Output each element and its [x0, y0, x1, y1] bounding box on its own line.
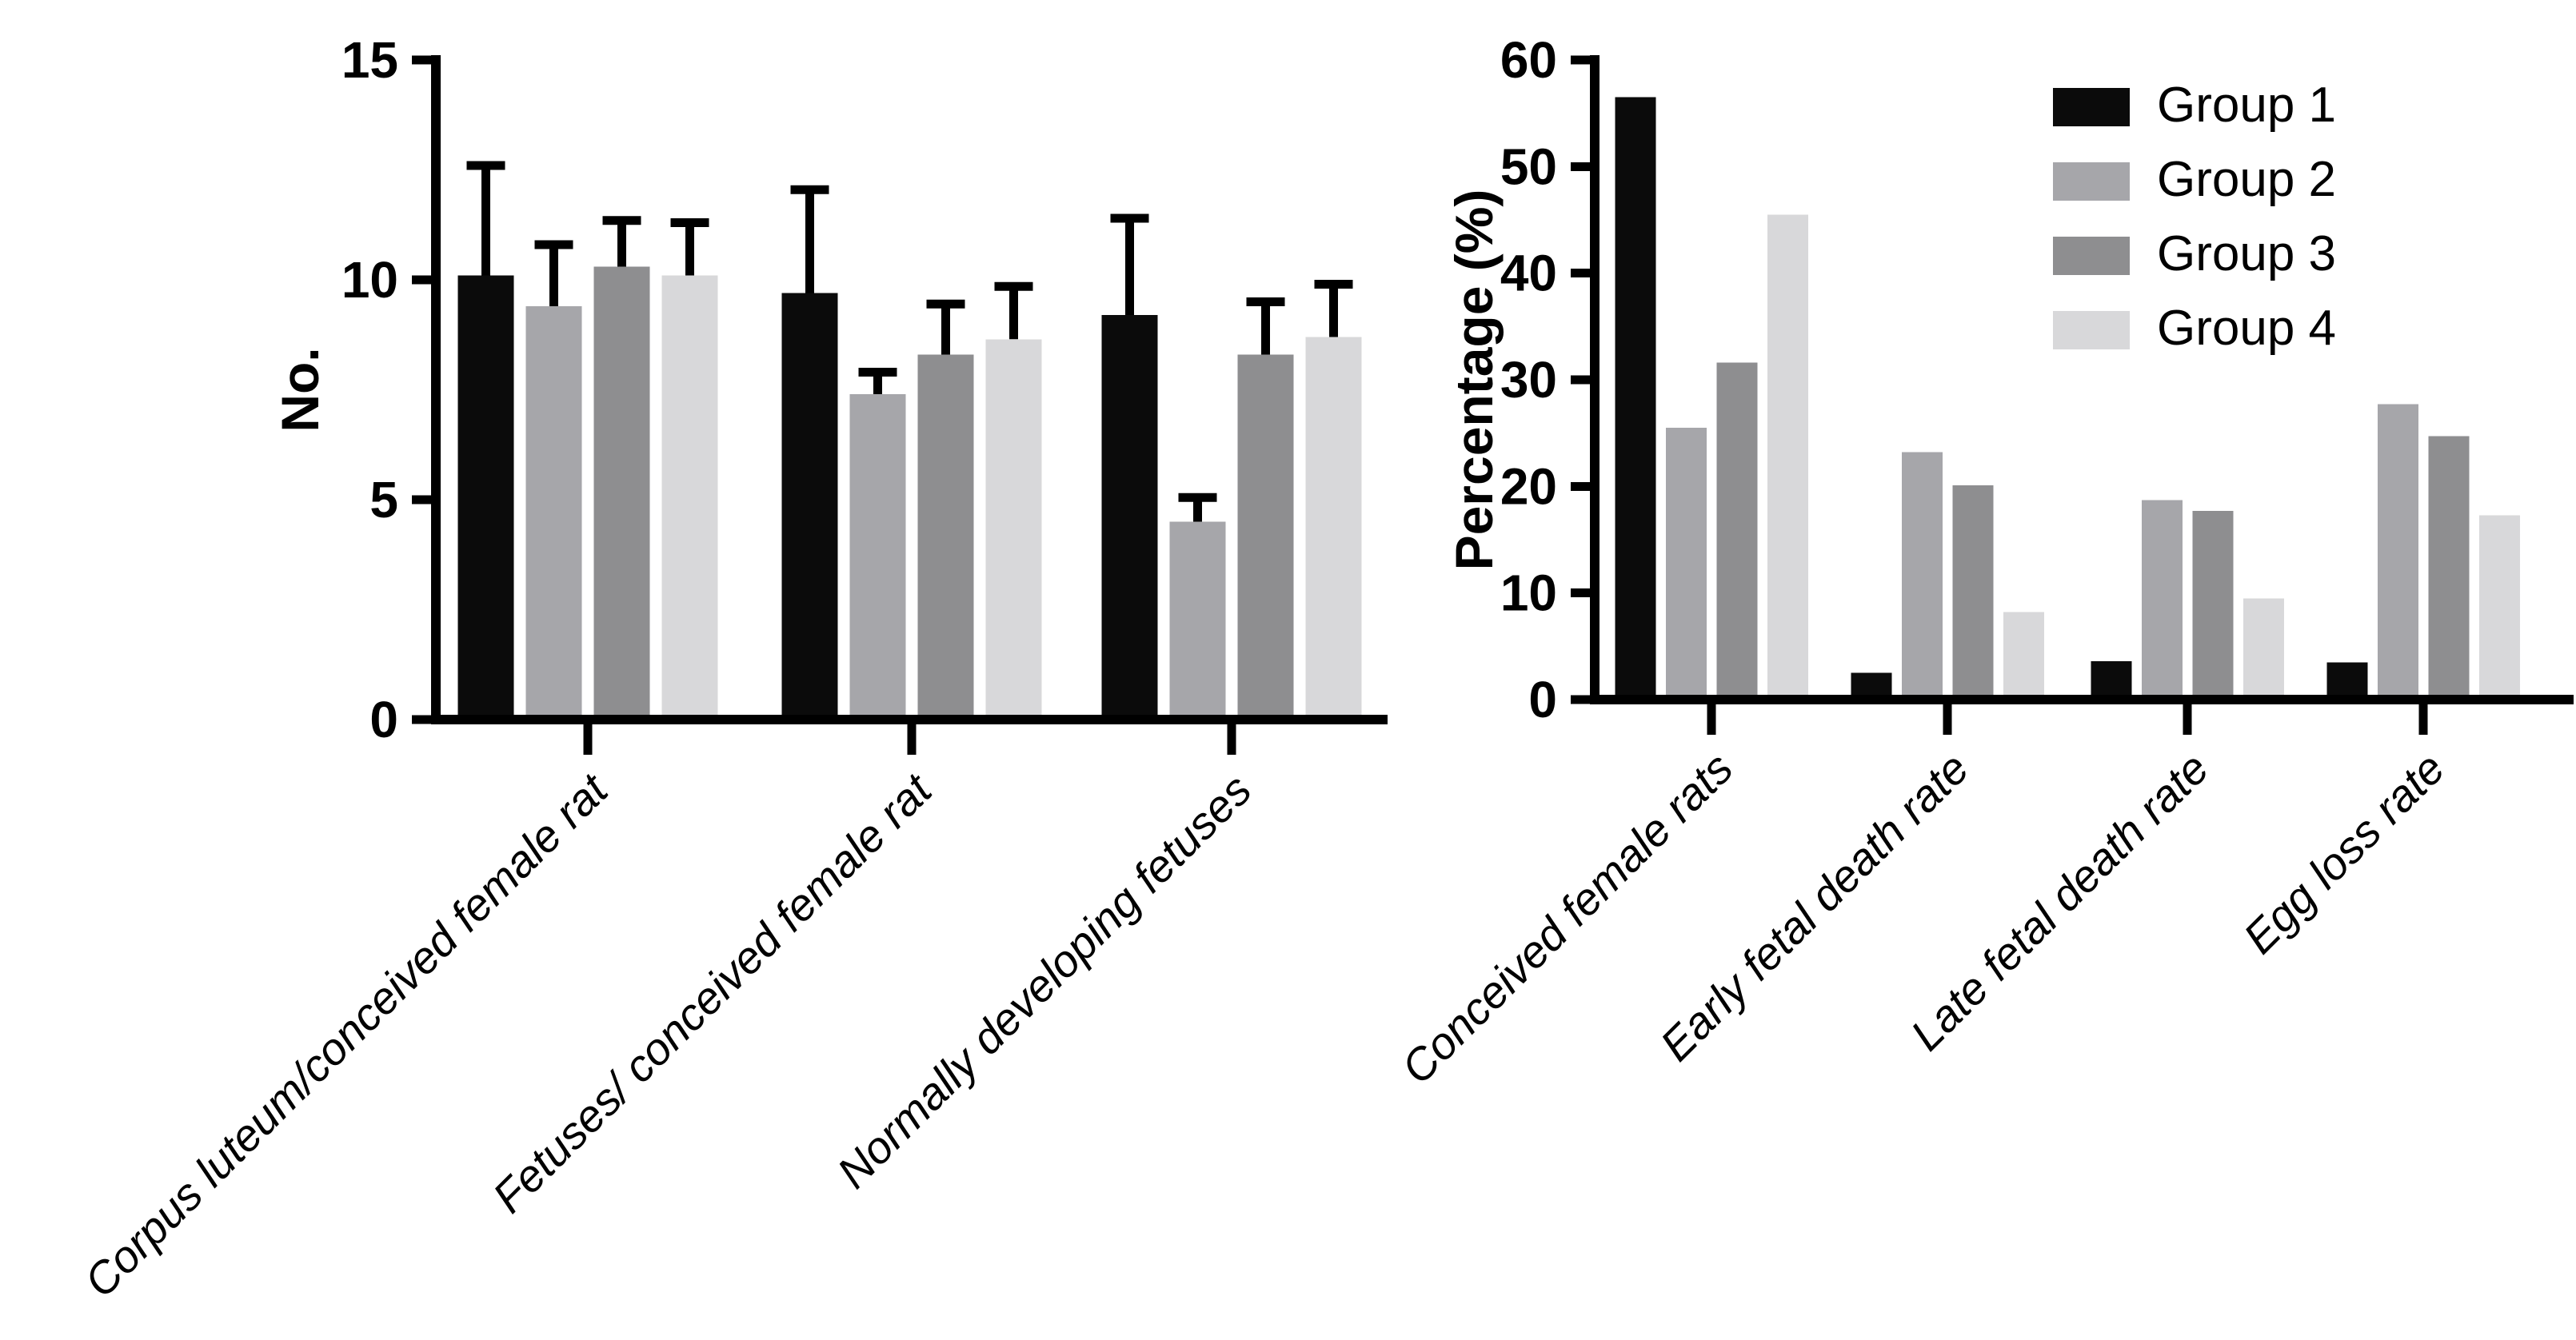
category-label: Egg loss rate — [2234, 743, 2454, 963]
legend-swatch — [2053, 162, 2130, 201]
bar — [1615, 97, 1656, 700]
y-tick-label: 15 — [341, 31, 398, 89]
bar — [1665, 428, 1707, 700]
bar — [985, 339, 1042, 720]
bar — [2478, 515, 2520, 700]
y-axis-title: Percentage (%) — [1444, 189, 1504, 571]
bar — [1716, 362, 1758, 700]
bar — [2243, 598, 2284, 700]
bar — [2326, 662, 2368, 700]
legend-label: Group 3 — [2157, 226, 2336, 281]
legend-label: Group 2 — [2157, 152, 2336, 207]
bar — [1237, 354, 1294, 720]
bar — [781, 293, 838, 720]
y-tick-label: 0 — [369, 691, 398, 748]
legend: Group 1 Group 2 Group 3 Group 4 — [2053, 78, 2336, 356]
y-tick-label: 10 — [341, 251, 398, 309]
bar — [1169, 521, 1226, 720]
y-tick-label: 40 — [1500, 245, 1557, 302]
y-tick-label: 30 — [1500, 351, 1557, 409]
legend-swatch — [2053, 88, 2130, 126]
y-tick-label: 5 — [369, 471, 398, 528]
bar — [1767, 214, 1808, 700]
bar — [2091, 661, 2132, 700]
y-axis-title: No. — [270, 347, 329, 432]
bar — [661, 275, 718, 720]
bar — [2141, 500, 2183, 700]
bar — [1901, 452, 1943, 700]
bar — [593, 266, 650, 720]
legend-label: Group 1 — [2157, 78, 2336, 133]
y-tick-label: 60 — [1500, 31, 1557, 89]
bar — [1305, 337, 1362, 720]
bar — [917, 354, 974, 720]
bar — [2003, 612, 2044, 700]
legend-label: Group 4 — [2157, 301, 2336, 356]
bar — [2428, 436, 2470, 700]
y-tick-label: 20 — [1500, 457, 1557, 515]
bar — [1101, 315, 1158, 720]
bar — [2377, 404, 2418, 700]
bar — [457, 275, 514, 720]
y-tick-label: 50 — [1500, 138, 1557, 195]
y-tick-label: 10 — [1500, 564, 1557, 622]
legend-swatch — [2053, 311, 2130, 349]
category-label: Corpus luteum/conceived female rat — [74, 763, 618, 1306]
y-tick-label: 0 — [1528, 671, 1557, 728]
bar — [849, 394, 906, 720]
bar — [2192, 511, 2234, 700]
left-chart-counts: 0 5 10 15 Corpus luteum/conceived female rat… — [74, 31, 1388, 1306]
bar — [1952, 485, 1994, 700]
bar — [525, 306, 582, 720]
legend-swatch — [2053, 237, 2130, 275]
